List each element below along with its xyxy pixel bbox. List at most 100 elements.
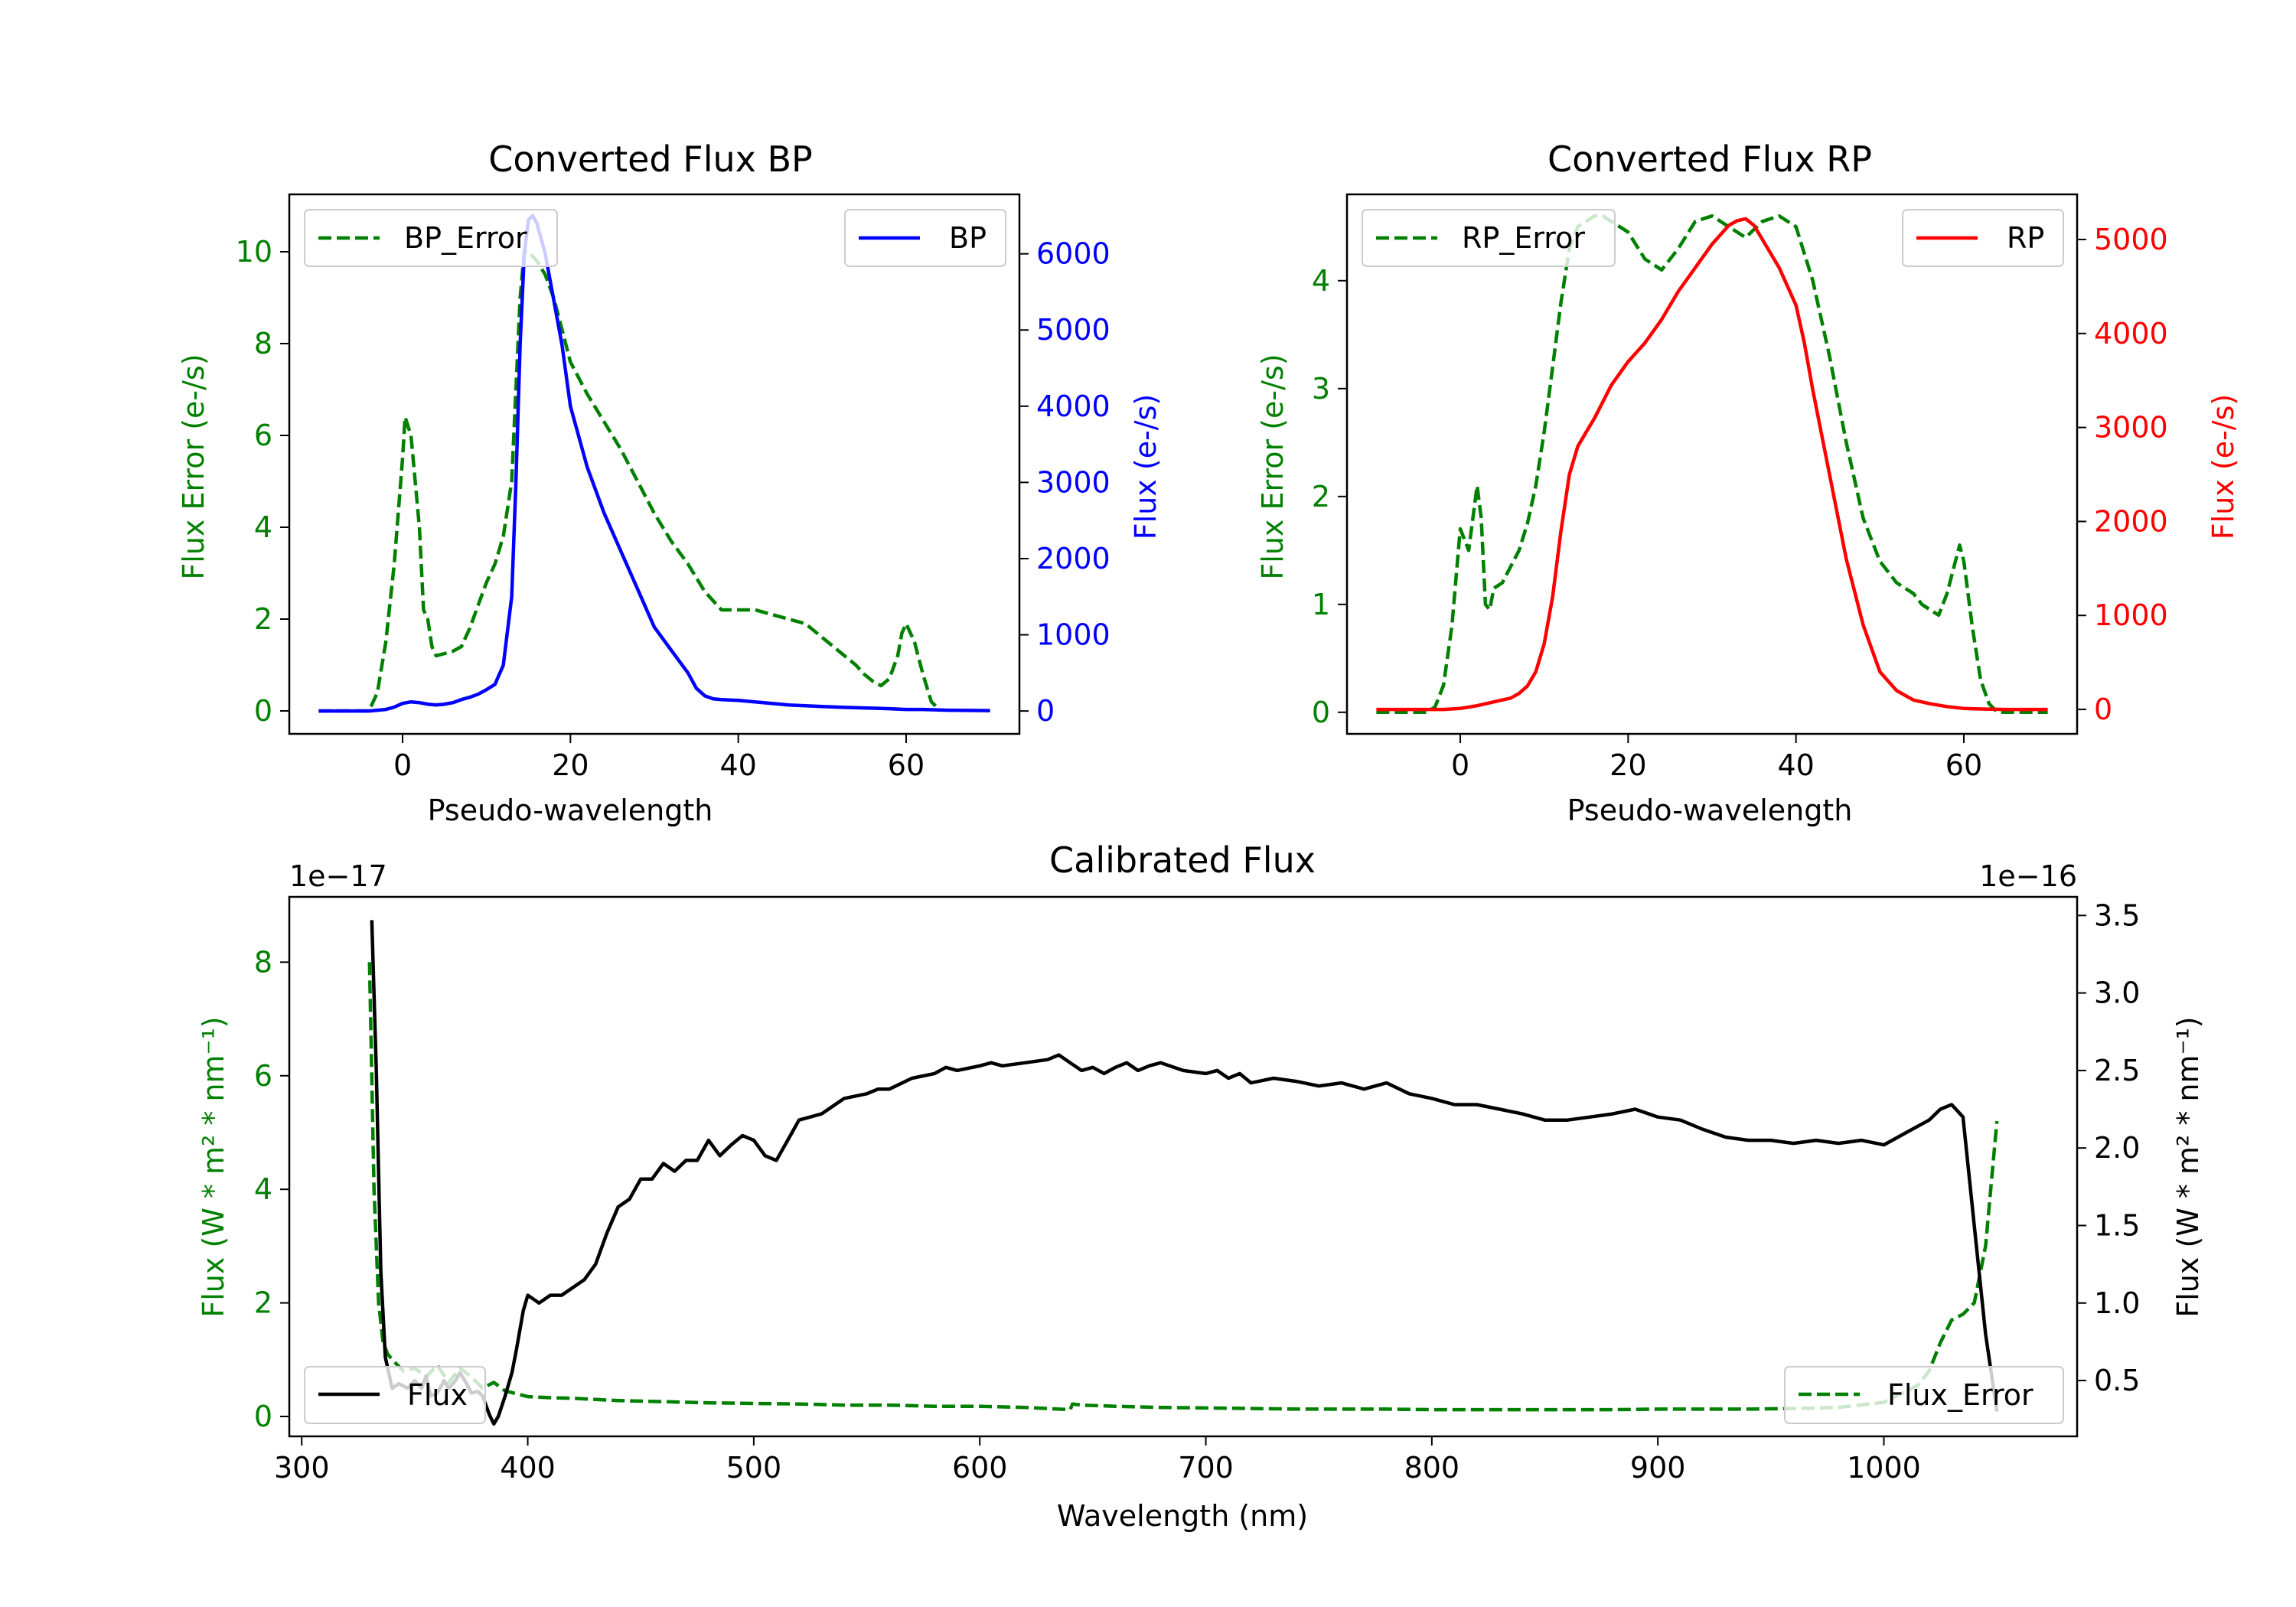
bp-series-bp-error: [318, 249, 941, 713]
calib-x-tick-label: 1000: [1847, 1451, 1921, 1485]
rp-legend-flux-label: RP: [2007, 221, 2044, 255]
bp-xlabel: Pseudo-wavelength: [428, 794, 713, 827]
calib-y-right-tick-label: 2.5: [2094, 1054, 2140, 1087]
bp-series: [318, 214, 990, 713]
bp-y-right-tick-label: 4000: [1036, 390, 1110, 423]
calib-y-right-tick-label: 2.0: [2094, 1131, 2140, 1165]
rp-series: [1376, 214, 2048, 715]
calib-legend-left: Flux: [304, 1366, 486, 1424]
bp-y-right-tick-label: 5000: [1036, 313, 1110, 347]
calib-legend-flux-label: Flux: [407, 1378, 468, 1412]
calib-x-tick-label: 900: [1630, 1451, 1686, 1485]
rp-series-rp: [1376, 217, 2048, 712]
calib-legend-error-label: Flux_Error: [1887, 1378, 2033, 1412]
bp-y-left-tick-label: 4: [254, 510, 272, 544]
rp-legend-left-box: [1362, 209, 1616, 267]
rp-x-tick-label: 0: [1451, 748, 1469, 782]
bp-legend-flux-label: BP: [949, 221, 987, 255]
bp-x-tick-label: 0: [393, 748, 412, 782]
calib-y-right-tick-label: 0.5: [2094, 1364, 2140, 1397]
calib-y-left-tick-label: 8: [254, 945, 272, 979]
rp-legend-error-label: RP_Error: [1462, 221, 1585, 255]
rp-y-left-tick-label: 3: [1312, 372, 1330, 406]
rp-y-left-ticks: 0 1 2 3 4: [1312, 264, 1347, 729]
bp-panel: Converted Flux BP Pseudo-wavelength Flux…: [177, 139, 1163, 827]
rp-y-right-ticks: 0 1000 2000 3000 4000 5000: [2077, 223, 2168, 726]
calib-y-left-tick-label: 2: [254, 1286, 272, 1320]
bp-ylabel-right: Flux (e-/s): [1129, 394, 1163, 539]
rp-panel: Converted Flux RP Pseudo-wavelength Flux…: [1256, 139, 2240, 827]
calib-y-left-ticks: 0 2 4 6 8: [254, 945, 289, 1433]
bp-ylabel-left: Flux Error (e-/s): [177, 354, 210, 579]
calib-legend-left-box: [304, 1366, 486, 1424]
bp-x-tick-label: 40: [719, 748, 756, 782]
bp-y-right-tick-label: 0: [1036, 694, 1055, 728]
calib-y-left-tick-label: 4: [254, 1172, 272, 1206]
bp-legend-right: BP: [844, 209, 1006, 267]
bp-x-tick-label: 60: [888, 748, 925, 782]
calib-x-tick-label: 600: [952, 1451, 1008, 1485]
calib-panel: Calibrated Flux Wavelength (nm) 1e−17 1e…: [197, 839, 2205, 1533]
rp-y-right-tick-label: 1000: [2094, 598, 2168, 632]
calib-x-tick-label: 800: [1404, 1451, 1460, 1485]
calib-y-left-tick-label: 0: [254, 1400, 272, 1433]
rp-y-right-tick-label: 0: [2094, 693, 2112, 726]
bp-x-tick-label: 20: [552, 748, 589, 782]
rp-x-ticks: 0 20 40 60: [1451, 734, 1982, 782]
bp-y-right-tick-label: 6000: [1036, 237, 1110, 271]
rp-ylabel-left: Flux Error (e-/s): [1256, 354, 1290, 579]
rp-series-rp-error: [1376, 214, 2048, 715]
bp-x-ticks: 0 20 40 60: [393, 734, 925, 782]
calib-ylabel-left: Flux (W * m² * nm⁻¹): [197, 1016, 230, 1317]
bp-legend-left: BP_Error: [304, 209, 558, 267]
calib-y-right-tick-label: 3.5: [2094, 898, 2140, 932]
rp-legend-left: RP_Error: [1362, 209, 1616, 267]
calib-y-left-tick-label: 6: [254, 1059, 272, 1093]
rp-y-left-tick-label: 0: [1312, 696, 1330, 729]
calib-legend-right-box: [1784, 1366, 2064, 1424]
rp-ylabel-right: Flux (e-/s): [2206, 394, 2240, 539]
rp-x-tick-label: 40: [1777, 748, 1814, 782]
rp-x-tick-label: 20: [1609, 748, 1646, 782]
rp-axes-frame: [1345, 193, 2079, 735]
bp-y-right-tick-label: 1000: [1036, 618, 1110, 652]
calib-axes-frame: [288, 895, 2079, 1438]
calib-title: Calibrated Flux: [1049, 839, 1316, 881]
bp-y-right-ticks: 0 1000 2000 3000 4000 5000 6000: [1019, 237, 1110, 728]
bp-legend-right-box: [844, 209, 1006, 267]
rp-y-right-tick-label: 5000: [2094, 223, 2168, 256]
rp-y-left-tick-label: 1: [1312, 588, 1330, 621]
calib-y-right-tick-label: 1.5: [2094, 1208, 2140, 1242]
rp-y-right-tick-label: 2000: [2094, 504, 2168, 538]
calib-series-flux: [370, 920, 1999, 1426]
bp-y-left-tick-label: 10: [236, 235, 272, 269]
bp-legend-error-label: BP_Error: [404, 221, 527, 255]
calib-offset-right: 1e−16: [1979, 859, 2077, 893]
rp-legend-right: RP: [1902, 209, 2064, 267]
bp-y-left-tick-label: 2: [254, 602, 272, 636]
bp-axes-frame: [288, 193, 1021, 735]
bp-y-left-tick-label: 6: [254, 419, 272, 452]
bp-y-right-tick-label: 3000: [1036, 465, 1110, 499]
calib-x-tick-label: 300: [274, 1451, 330, 1485]
rp-legend-right-box: [1902, 209, 2064, 267]
rp-y-left-tick-label: 4: [1312, 264, 1330, 298]
calib-xlabel: Wavelength (nm): [1057, 1499, 1308, 1533]
rp-y-left-tick-label: 2: [1312, 480, 1330, 513]
calib-y-right-tick-label: 3.0: [2094, 976, 2140, 1010]
calib-legend-right: Flux_Error: [1784, 1366, 2064, 1424]
calib-x-tick-label: 500: [726, 1451, 782, 1485]
bp-legend-left-box: [304, 209, 558, 267]
calib-y-right-ticks: 0.5 1.0 1.5 2.0 2.5 3.0 3.5: [2077, 898, 2140, 1397]
rp-xlabel: Pseudo-wavelength: [1567, 794, 1853, 827]
calib-x-ticks: 300 400 500 600 700 800 900 1000: [274, 1436, 1921, 1485]
rp-title: Converted Flux RP: [1548, 139, 1872, 180]
bp-y-left-tick-label: 8: [254, 327, 272, 360]
calib-ylabel-right: Flux (W * m² * nm⁻¹): [2171, 1016, 2205, 1317]
calib-offset-left: 1e−17: [289, 859, 387, 893]
bp-series-bp: [318, 214, 990, 713]
rp-y-right-tick-label: 4000: [2094, 317, 2168, 350]
bp-y-left-ticks: 0 2 4 6 8 10: [236, 235, 289, 728]
rp-x-tick-label: 60: [1945, 748, 1982, 782]
